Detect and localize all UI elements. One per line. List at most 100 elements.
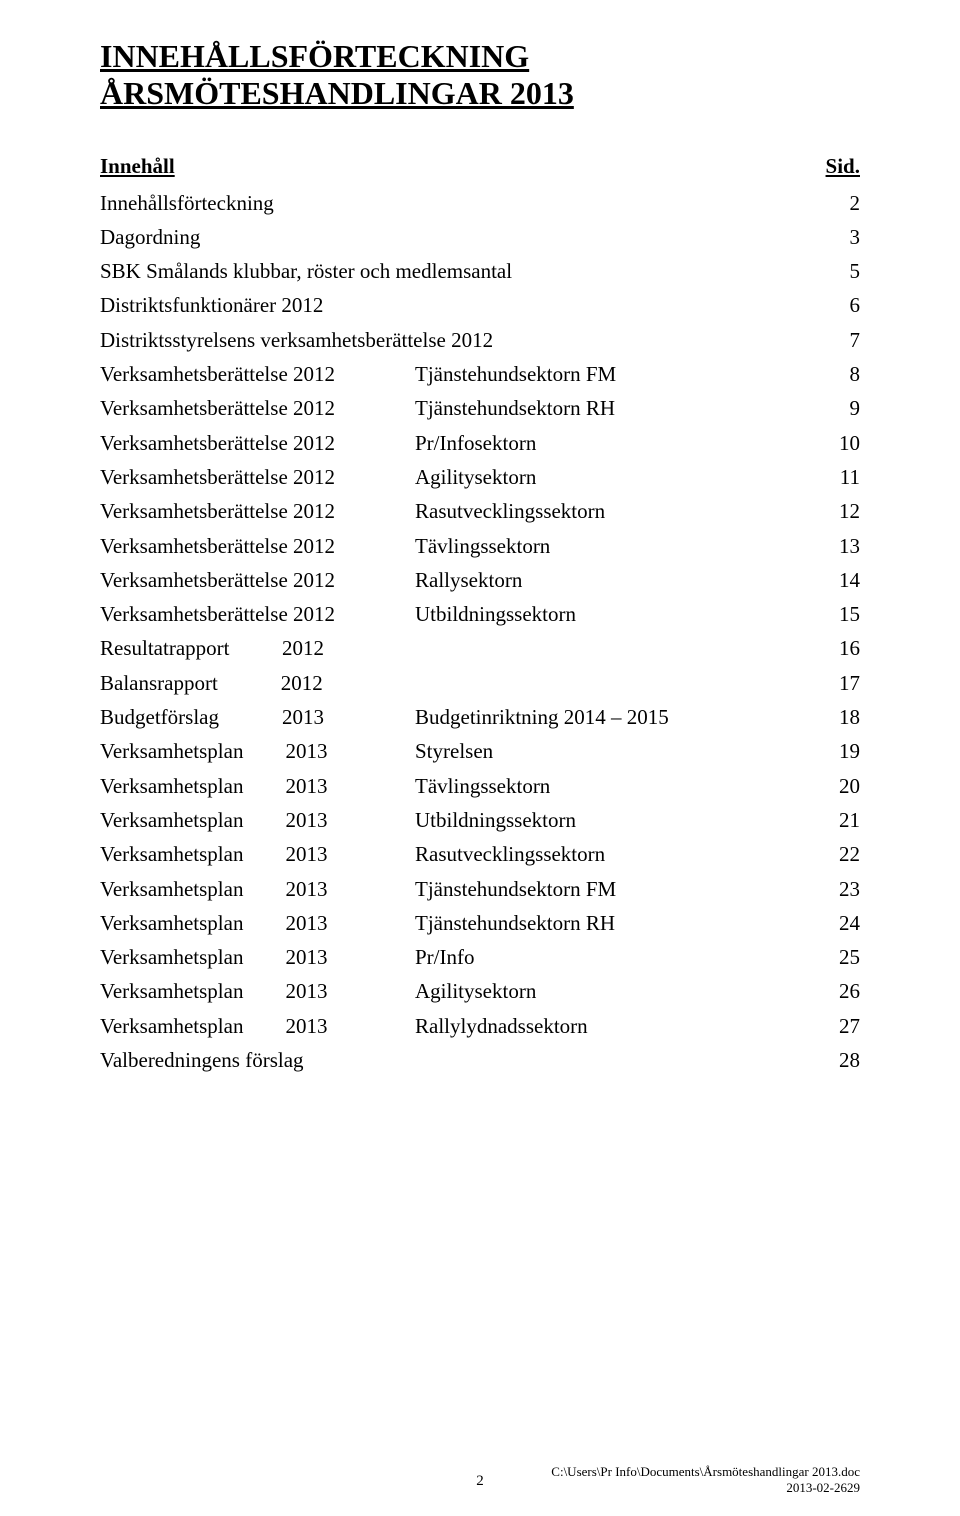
title-line-2: ÅRSMÖTESHANDLINGAR 2013 bbox=[100, 75, 860, 112]
toc-row: Verksamhetsberättelse 2012Tjänstehundsek… bbox=[100, 364, 860, 385]
toc-page: 18 bbox=[820, 707, 860, 728]
toc-left: Verksamhetsberättelse 2012 bbox=[100, 501, 415, 522]
title-line-1: INNEHÅLLSFÖRTECKNING bbox=[100, 38, 860, 75]
toc-left: Verksamhetsplan 2013 bbox=[100, 776, 415, 797]
toc-mid: Agilitysektorn bbox=[415, 467, 820, 488]
toc-row: Verksamhetsberättelse 2012Agilitysektorn… bbox=[100, 467, 860, 488]
toc-header-right: Sid. bbox=[826, 154, 860, 179]
toc-page: 20 bbox=[820, 776, 860, 797]
toc-page: 22 bbox=[820, 844, 860, 865]
toc-mid: Tjänstehundsektorn RH bbox=[415, 913, 820, 934]
toc-mid: Utbildningssektorn bbox=[415, 604, 820, 625]
toc-left: Distriktsfunktionärer 2012 bbox=[100, 295, 415, 316]
toc-mid: Rasutvecklingssektorn bbox=[415, 844, 820, 865]
toc-row: Verksamhetsberättelse 2012Pr/Infosektorn… bbox=[100, 433, 860, 454]
toc-left: Verksamhetsberättelse 2012 bbox=[100, 467, 415, 488]
toc-row: Verksamhetsberättelse 2012Rallysektorn14 bbox=[100, 570, 860, 591]
toc-mid: Tjänstehundsektorn FM bbox=[415, 879, 820, 900]
toc-row: Verksamhetsplan 2013Tjänstehundsektorn R… bbox=[100, 913, 860, 934]
toc-row: Verksamhetsberättelse 2012Tjänstehundsek… bbox=[100, 398, 860, 419]
toc-row: Balansrapport 2012 17 bbox=[100, 673, 860, 694]
toc-mid: Utbildningssektorn bbox=[415, 810, 820, 831]
toc-left: Verksamhetsplan 2013 bbox=[100, 947, 415, 968]
toc-row: SBK Smålands klubbar, röster och medlems… bbox=[100, 261, 860, 282]
toc-left: Verksamhetsberättelse 2012 bbox=[100, 536, 415, 557]
toc-left: Verksamhetsberättelse 2012 bbox=[100, 570, 415, 591]
toc-mid: Styrelsen bbox=[415, 741, 820, 762]
toc-page: 15 bbox=[820, 604, 860, 625]
footer-date: 2013-02-2629 bbox=[551, 1480, 860, 1496]
toc-mid: Tjänstehundsektorn RH bbox=[415, 398, 820, 419]
document-page: INNEHÅLLSFÖRTECKNING ÅRSMÖTESHANDLINGAR … bbox=[0, 0, 960, 1516]
toc-row: Verksamhetsberättelse 2012Tävlingssektor… bbox=[100, 536, 860, 557]
title-block: INNEHÅLLSFÖRTECKNING ÅRSMÖTESHANDLINGAR … bbox=[100, 38, 860, 112]
toc-page: 10 bbox=[820, 433, 860, 454]
toc-left: Verksamhetsplan 2013 bbox=[100, 844, 415, 865]
toc-left: Verksamhetsplan 2013 bbox=[100, 981, 415, 1002]
toc-page: 8 bbox=[820, 364, 860, 385]
toc-row: Innehållsförteckning2 bbox=[100, 193, 860, 214]
toc-page: 2 bbox=[820, 193, 860, 214]
toc-left: Verksamhetsberättelse 2012 bbox=[100, 604, 415, 625]
toc-row: Verksamhetsplan 2013Agilitysektorn26 bbox=[100, 981, 860, 1002]
toc-page: 6 bbox=[820, 295, 860, 316]
footer-page-number: 2 bbox=[476, 1473, 484, 1490]
toc-left: SBK Smålands klubbar, röster och medlems… bbox=[100, 261, 415, 282]
toc-body: Innehållsförteckning2 Dagordning 3 SBK Smål… bbox=[100, 193, 860, 1071]
toc-row: Verksamhetsberättelse 2012Utbildningssek… bbox=[100, 604, 860, 625]
toc-left: Budgetförslag 2013 bbox=[100, 707, 415, 728]
toc-left: Distriktsstyrelsens verksamhetsberättels… bbox=[100, 330, 415, 351]
toc-left: Verksamhetsplan 2013 bbox=[100, 810, 415, 831]
toc-mid bbox=[415, 673, 820, 694]
toc-left: Verksamhetsplan 2013 bbox=[100, 1016, 415, 1037]
toc-page: 14 bbox=[820, 570, 860, 591]
toc-row: Budgetförslag 2013Budgetinriktning 2014 … bbox=[100, 707, 860, 728]
toc-row: Distriktsfunktionärer 2012 6 bbox=[100, 295, 860, 316]
footer-right-block: C:\Users\Pr Info\Documents\Årsmöteshandl… bbox=[551, 1464, 860, 1497]
toc-page: 28 bbox=[820, 1050, 860, 1071]
toc-row: Resultatrapport 201216 bbox=[100, 638, 860, 659]
toc-page: 26 bbox=[820, 981, 860, 1002]
toc-page: 21 bbox=[820, 810, 860, 831]
toc-row: Verksamhetsberättelse 2012Rasutvecklings… bbox=[100, 501, 860, 522]
toc-row: Verksamhetsplan 2013Utbildningssektorn21 bbox=[100, 810, 860, 831]
toc-row: Dagordning 3 bbox=[100, 227, 860, 248]
toc-left: Verksamhetsplan 2013 bbox=[100, 741, 415, 762]
toc-row: Verksamhetsplan 2013Tävlingssektorn20 bbox=[100, 776, 860, 797]
toc-mid: Rasutvecklingssektorn bbox=[415, 501, 820, 522]
toc-page: 27 bbox=[820, 1016, 860, 1037]
toc-left: Dagordning bbox=[100, 227, 415, 248]
toc-left: Valberedningens förslag bbox=[100, 1050, 415, 1071]
toc-page: 23 bbox=[820, 879, 860, 900]
toc-row: Verksamhetsplan 2013Styrelsen19 bbox=[100, 741, 860, 762]
toc-mid bbox=[415, 193, 820, 214]
toc-left: Verksamhetsplan 2013 bbox=[100, 879, 415, 900]
toc-left: Verksamhetsberättelse 2012 bbox=[100, 364, 415, 385]
toc-row: Valberedningens förslag 28 bbox=[100, 1050, 860, 1071]
toc-row: Verksamhetsplan 2013Pr/Info25 bbox=[100, 947, 860, 968]
toc-mid: Pr/Info bbox=[415, 947, 820, 968]
toc-mid bbox=[415, 1050, 820, 1071]
toc-mid: Tjänstehundsektorn FM bbox=[415, 364, 820, 385]
toc-left: Verksamhetsberättelse 2012 bbox=[100, 433, 415, 454]
toc-page: 12 bbox=[820, 501, 860, 522]
toc-row: Verksamhetsplan 2013Rallylydnadssektorn2… bbox=[100, 1016, 860, 1037]
toc-page: 5 bbox=[820, 261, 860, 282]
toc-row: Verksamhetsplan 2013Rasutvecklingssektor… bbox=[100, 844, 860, 865]
toc-mid: Pr/Infosektorn bbox=[415, 433, 820, 454]
toc-left: Balansrapport 2012 bbox=[100, 673, 415, 694]
footer-path: C:\Users\Pr Info\Documents\Årsmöteshandl… bbox=[551, 1464, 860, 1480]
toc-page: 25 bbox=[820, 947, 860, 968]
toc-mid bbox=[415, 227, 820, 248]
toc-page: 3 bbox=[820, 227, 860, 248]
toc-page: 13 bbox=[820, 536, 860, 557]
toc-left: Verksamhetsberättelse 2012 bbox=[100, 398, 415, 419]
toc-page: 17 bbox=[820, 673, 860, 694]
toc-left: Resultatrapport 2012 bbox=[100, 638, 415, 659]
toc-page: 11 bbox=[820, 467, 860, 488]
toc-page: 9 bbox=[820, 398, 860, 419]
toc-row: Distriktsstyrelsens verksamhetsberättels… bbox=[100, 330, 860, 351]
toc-mid: Rallysektorn bbox=[415, 570, 820, 591]
toc-mid bbox=[415, 261, 820, 282]
toc-header-left: Innehåll bbox=[100, 154, 175, 179]
